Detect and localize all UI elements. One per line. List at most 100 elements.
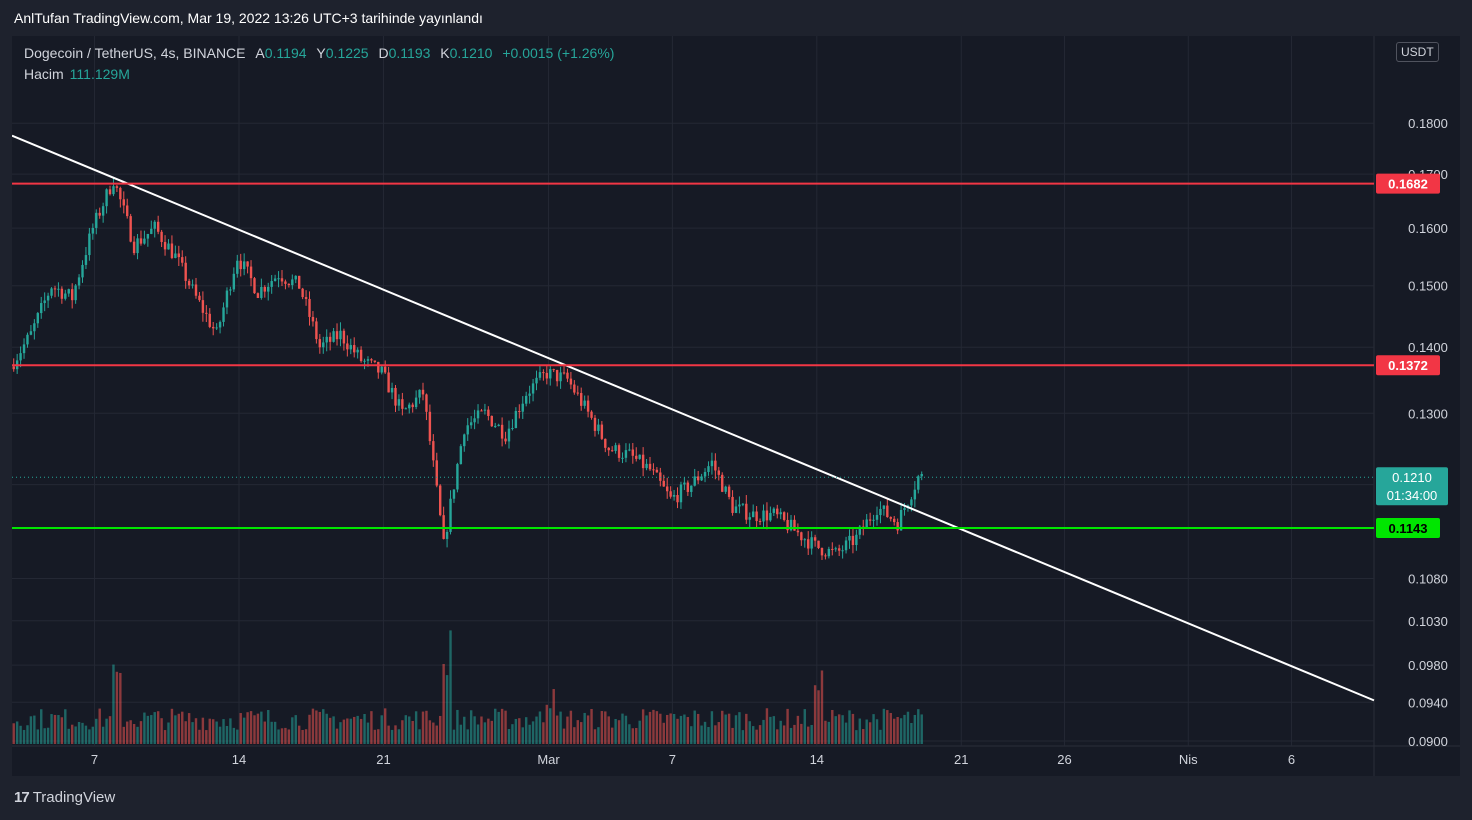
candle-body <box>528 393 531 396</box>
chart-panel[interactable]: 0.18000.17000.16000.15000.14000.13000.12… <box>12 36 1460 776</box>
candle-body <box>879 508 882 516</box>
volume-bar <box>573 727 576 744</box>
volume-bar <box>473 716 476 744</box>
candle-body <box>641 454 645 469</box>
candle-body <box>246 261 249 267</box>
candle-body <box>817 540 820 548</box>
volume-bar <box>373 729 377 744</box>
candle-body <box>187 280 191 286</box>
candle-body <box>40 303 43 314</box>
volume-bar <box>604 711 607 744</box>
volume-bar <box>593 729 597 744</box>
volume-bar <box>659 713 662 744</box>
volume-bar <box>490 720 493 744</box>
volume-bar <box>435 725 438 744</box>
volume-bar <box>256 713 260 744</box>
candle-body <box>538 372 542 378</box>
y-tick-label: 0.0980 <box>1408 658 1448 673</box>
volume-bar <box>463 716 466 744</box>
candle-body <box>586 400 590 412</box>
volume-bar <box>518 718 521 744</box>
volume-bar <box>631 728 635 744</box>
candle-body <box>721 474 724 492</box>
candle-body <box>267 286 270 292</box>
candle-body <box>297 275 301 289</box>
candle-body <box>380 366 383 373</box>
candle-body <box>683 482 686 485</box>
candle-body <box>212 326 215 329</box>
volume-bar <box>583 712 586 744</box>
candle-body <box>301 288 304 298</box>
candle-body <box>291 279 294 286</box>
candle-body <box>370 359 373 361</box>
tradingview-brand[interactable]: 17 TradingView <box>14 789 115 806</box>
volume-bar <box>755 729 758 744</box>
volume-bar <box>672 713 676 744</box>
currency-button[interactable]: USDT <box>1396 42 1439 62</box>
candle-body <box>218 321 222 328</box>
candle-body <box>74 285 77 301</box>
candle-body <box>597 424 600 431</box>
level-badge-label: 0.1372 <box>1388 358 1428 373</box>
low-value: 0.1193 <box>388 45 431 61</box>
chart-canvas[interactable]: 0.18000.17000.16000.15000.14000.13000.12… <box>12 36 1460 776</box>
candle-body <box>167 243 170 250</box>
volume-bar <box>559 711 562 744</box>
candle-body <box>676 494 679 503</box>
candle-body <box>304 297 308 299</box>
volume-bar <box>81 722 84 744</box>
symbol-title[interactable]: Dogecoin / TetherUS, 4s, BINANCE <box>24 45 246 61</box>
candle-body <box>690 485 693 492</box>
candle-body <box>813 537 817 541</box>
candle-body <box>855 534 858 546</box>
volume-bar <box>414 711 418 744</box>
volume-bar <box>531 721 535 744</box>
candle-body <box>920 473 923 477</box>
candle-body <box>215 327 218 329</box>
candle-body <box>377 361 380 373</box>
candle-body <box>387 372 390 393</box>
candle-body <box>22 344 26 354</box>
volume-bar <box>858 718 862 744</box>
volume-bar <box>201 717 205 744</box>
candle-body <box>686 482 690 492</box>
volume-bar <box>29 716 33 744</box>
candle-body <box>194 284 198 296</box>
volume-bar <box>776 729 779 744</box>
volume-bar <box>163 730 167 744</box>
candle-body <box>841 550 844 552</box>
volume-bar <box>311 708 315 744</box>
candle-body <box>435 460 438 486</box>
volume-bar <box>741 730 745 744</box>
volume-bar <box>353 716 356 744</box>
volume-bar <box>710 711 714 744</box>
candle-body <box>531 383 535 394</box>
candle-body <box>459 446 463 465</box>
volume-bar <box>64 709 67 744</box>
volume-bar <box>218 726 222 744</box>
x-tick-label: 6 <box>1288 752 1295 767</box>
volume-bar <box>500 708 504 744</box>
volume-bar <box>43 728 46 744</box>
candle-body <box>418 389 421 398</box>
candle-body <box>105 189 108 207</box>
volume-bar <box>862 729 865 744</box>
candle-body <box>762 510 765 522</box>
y-tick-label: 0.1800 <box>1408 116 1448 131</box>
candle-body <box>734 506 738 513</box>
candle-body <box>132 241 136 254</box>
candle-body <box>782 512 786 520</box>
x-tick-label: 26 <box>1057 752 1071 767</box>
candle-body <box>504 438 507 442</box>
volume-bar <box>342 719 346 744</box>
candle-body <box>917 476 920 490</box>
volume-bar <box>641 709 645 744</box>
volume-bar <box>445 675 449 744</box>
candle-body <box>631 449 635 456</box>
volume-bar <box>12 723 15 744</box>
candle-body <box>727 486 731 497</box>
candle-body <box>566 372 569 379</box>
candle-body <box>249 266 253 279</box>
candle-body <box>473 418 476 423</box>
candle-body <box>414 397 418 408</box>
